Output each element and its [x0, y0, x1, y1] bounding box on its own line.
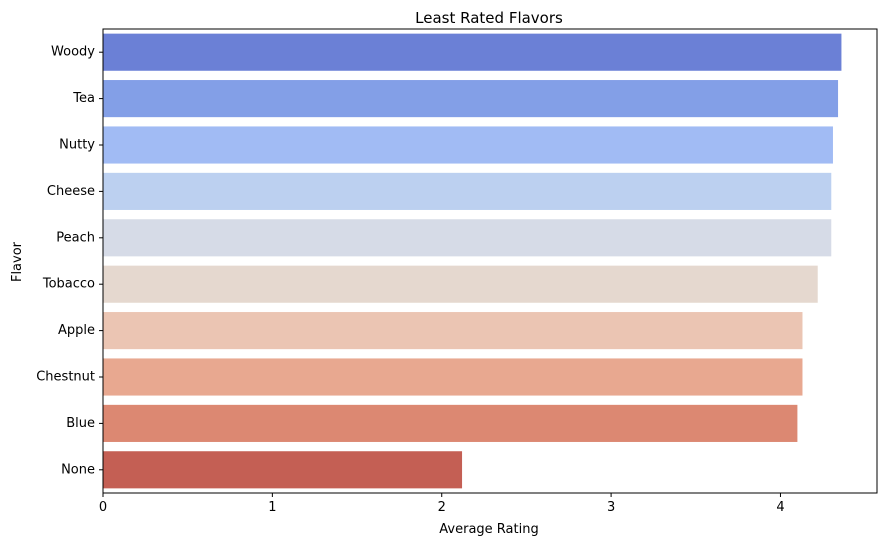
axes-layer — [102, 28, 878, 494]
x-tick-label: 2 — [438, 500, 446, 515]
y-tick-label: Blue — [66, 416, 95, 431]
y-tick-label: Apple — [58, 323, 95, 338]
bar-cheese — [103, 172, 832, 210]
y-tick-label: Woody — [51, 45, 95, 60]
bar-tobacco — [103, 265, 818, 303]
bar-tea — [103, 80, 839, 118]
y-tick-label: Tea — [72, 91, 95, 106]
y-tick-label: Cheese — [47, 184, 95, 199]
x-axis-label: Average Rating — [439, 522, 538, 537]
y-tick-label: Tobacco — [42, 277, 95, 292]
bar-woody — [103, 33, 842, 71]
x-tick-label: 4 — [776, 500, 784, 515]
bar-nutty — [103, 126, 833, 164]
y-tick-label: None — [61, 462, 95, 477]
y-axis-label: Flavor — [10, 241, 25, 282]
y-tick-label: Chestnut — [36, 370, 95, 385]
x-tick-label: 3 — [607, 500, 615, 515]
ticks-layer: Woody Tea Nutty Cheese Peach Tobacco Apple Ches… — [36, 45, 784, 515]
x-tick-label: 1 — [268, 500, 276, 515]
x-tick-label: 0 — [99, 500, 107, 515]
bar-blue — [103, 404, 798, 442]
bars-layer — [103, 33, 842, 489]
bar-none — [103, 451, 463, 489]
bar-peach — [103, 219, 832, 257]
y-tick-label: Nutty — [59, 138, 95, 153]
y-tick-label: Peach — [56, 230, 95, 245]
bar-apple — [103, 312, 803, 350]
bar-chestnut — [103, 358, 803, 396]
plot-frame — [102, 28, 878, 494]
chart-title: Least Rated Flavors — [415, 9, 563, 27]
